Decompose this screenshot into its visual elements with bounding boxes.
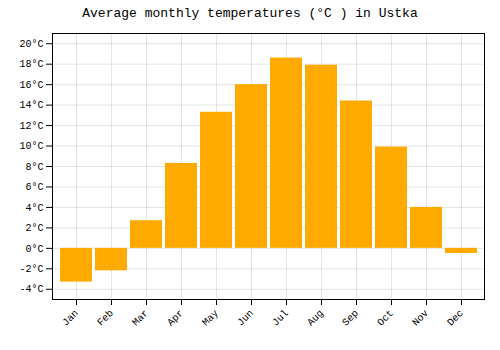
svg-text:8°C: 8°C [25,162,43,173]
svg-text:4°C: 4°C [25,203,43,214]
svg-text:Feb: Feb [95,308,116,329]
svg-text:0°C: 0°C [25,244,43,255]
svg-text:Oct: Oct [375,308,396,329]
svg-text:Nov: Nov [410,308,431,329]
svg-text:Sep: Sep [340,308,361,329]
svg-text:-2°C: -2°C [19,264,43,275]
svg-text:Jul: Jul [270,308,291,329]
svg-text:Jun: Jun [235,308,256,329]
svg-text:18°C: 18°C [19,59,43,70]
html-text:Average monthly temperatures (: Average monthly temperatures (°C ) in Us… [82,6,418,21]
svg-text:Apr: Apr [165,308,186,329]
svg-text:2°C: 2°C [25,223,43,234]
svg-text:Mar: Mar [130,308,151,329]
svg-text:6°C: 6°C [25,182,43,193]
svg-text:20°C: 20°C [19,39,43,50]
svg-text:Jan: Jan [60,308,81,329]
svg-text:Aug: Aug [305,308,326,329]
svg-text:Dec: Dec [445,308,466,329]
svg-text:14°C: 14°C [19,100,43,111]
svg-text:12°C: 12°C [19,121,43,132]
svg-text:May: May [200,308,221,329]
svg-text:10°C: 10°C [19,141,43,152]
svg-text:16°C: 16°C [19,80,43,91]
svg-text:-4°C: -4°C [19,284,43,295]
